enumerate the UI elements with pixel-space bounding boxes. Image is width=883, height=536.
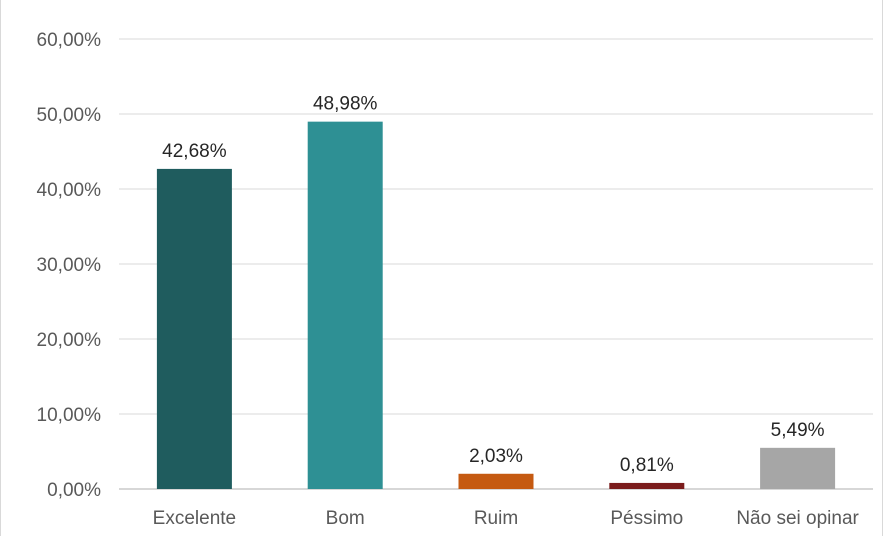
y-tick-label: 0,00% — [47, 480, 101, 501]
y-tick-label: 30,00% — [37, 255, 102, 276]
x-category-label: Não sei opinar — [736, 508, 859, 529]
bar-ruim — [458, 473, 534, 489]
x-category-label: Ruim — [474, 508, 518, 529]
data-label: 5,49% — [771, 420, 825, 441]
data-label: 48,98% — [313, 94, 378, 115]
y-tick-label: 40,00% — [37, 180, 102, 201]
y-tick-label: 20,00% — [37, 330, 102, 351]
data-label: 2,03% — [469, 446, 523, 467]
bar-n-o-sei-opinar — [760, 447, 836, 489]
bar-bom — [307, 121, 383, 490]
data-label: 0,81% — [620, 455, 674, 476]
data-label: 42,68% — [162, 141, 227, 162]
x-category-label: Excelente — [153, 508, 236, 529]
y-tick-label: 10,00% — [37, 405, 102, 426]
x-axis-category-labels: Excelente Bom Ruim Péssimo Não sei opinar — [153, 508, 860, 529]
data-labels: 42,68% 48,98% 2,03% 0,81% 5,49% — [162, 94, 824, 476]
x-category-label: Péssimo — [610, 508, 683, 529]
y-tick-label: 50,00% — [37, 105, 102, 126]
bars — [156, 121, 836, 490]
gridlines — [119, 38, 873, 490]
bar-p-ssimo — [609, 482, 685, 489]
bar-excelente — [156, 168, 232, 489]
y-tick-label: 60,00% — [37, 30, 102, 51]
x-category-label: Bom — [326, 508, 365, 529]
y-axis-tick-labels: 0,00% 10,00% 20,00% 30,00% 40,00% 50,00% 60,00… — [37, 30, 102, 501]
